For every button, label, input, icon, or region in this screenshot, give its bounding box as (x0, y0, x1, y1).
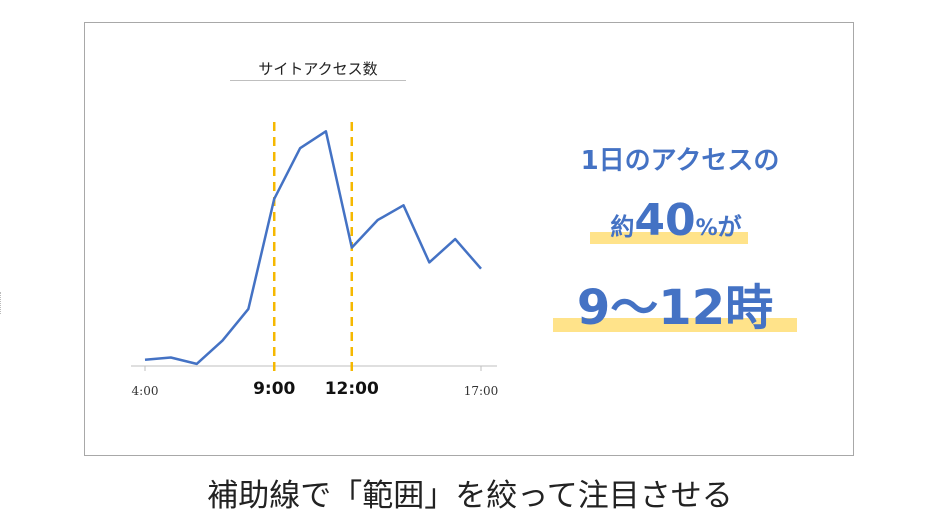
highlight-underline-1 (590, 232, 748, 244)
callout-line-1: 1日のアクセスの (580, 146, 780, 176)
x-tick-label: 9:00 (253, 379, 295, 399)
edge-mark (0, 292, 3, 314)
slide-caption: 補助線で「範囲」を絞って注目させる (207, 478, 733, 514)
callout-number: 40 (634, 195, 696, 246)
callout-suffix: が (717, 213, 742, 241)
callout-percent: % (695, 216, 718, 241)
callout-line-3: 9〜12時 (576, 280, 774, 336)
series-line (144, 130, 482, 366)
chart-title: サイトアクセス数 (230, 58, 406, 81)
highlight-underline-2 (553, 318, 797, 332)
x-tick-label: 12:00 (325, 379, 379, 399)
x-tick-label: 17:00 (464, 384, 499, 398)
callout-line-2: 約40%が (586, 195, 766, 251)
x-tick-label: 4:00 (132, 384, 159, 398)
callout-prefix: 約 (610, 213, 635, 241)
